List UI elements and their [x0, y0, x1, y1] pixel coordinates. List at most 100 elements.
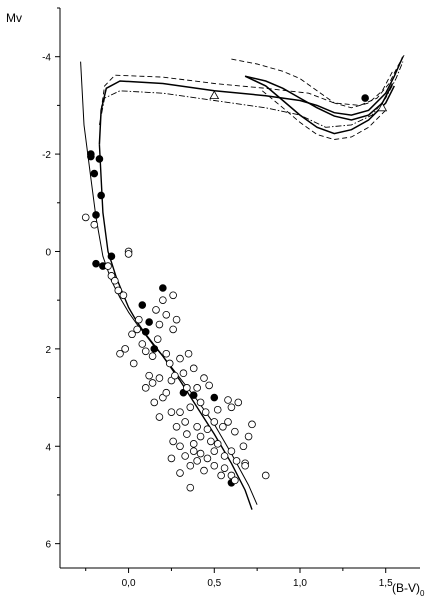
open-circle-point	[167, 454, 176, 463]
open-circle-point	[210, 461, 219, 470]
open-circle-point	[128, 330, 136, 339]
open-circle-point	[210, 447, 219, 455]
open-circle-point	[232, 457, 241, 465]
open-circle-point	[129, 359, 138, 368]
x-tick-label: 1,0	[293, 578, 307, 589]
open-circle-point	[135, 315, 143, 324]
open-triangle-point	[377, 102, 388, 112]
open-circle-point	[141, 384, 150, 392]
y-tick-label: 2	[45, 345, 51, 356]
open-circle-point	[193, 422, 201, 431]
filled-circle-point	[361, 94, 369, 102]
open-circle-point	[186, 403, 195, 412]
open-circle-point	[213, 440, 222, 448]
open-circle-point	[116, 349, 124, 358]
x-axis-label-subscript: 0	[420, 589, 425, 598]
open-circle-point	[244, 432, 253, 441]
open-circle-point	[203, 425, 212, 434]
axes	[55, 7, 420, 573]
y-axis-label: Mv	[6, 11, 22, 25]
open-circle-point	[165, 359, 174, 368]
open-circle-point	[224, 396, 232, 404]
open-circle-point	[111, 276, 119, 285]
open-circle-point	[169, 437, 177, 446]
open-circle-point	[220, 464, 229, 472]
open-triangle-point	[209, 90, 220, 100]
open-circle-point	[231, 427, 239, 436]
open-circle-point	[205, 381, 213, 390]
filled-circle-point	[145, 318, 153, 326]
filled-circle-point	[159, 284, 167, 292]
open-circle-point	[196, 398, 205, 407]
open-circle-point	[196, 449, 205, 458]
open-circle-point	[179, 369, 188, 378]
open-circle-point	[153, 335, 162, 343]
open-circle-point	[176, 408, 184, 416]
open-circle-point	[176, 442, 184, 451]
open-circle-point	[169, 325, 177, 334]
open-circle-point	[121, 345, 129, 353]
open-circle-point	[138, 340, 147, 348]
open-circle-point	[176, 469, 184, 477]
open-circle-point	[189, 364, 198, 373]
open-circle-point	[150, 398, 159, 407]
open-circle-point	[217, 471, 225, 480]
open-circle-point	[148, 379, 157, 387]
x-tick-label: 0,5	[207, 578, 221, 589]
open-circle-point	[213, 405, 222, 414]
isochrone-curves	[80, 54, 405, 510]
y-tick-label: 6	[45, 540, 51, 551]
open-circle-point	[203, 454, 212, 463]
filled-circle-point	[107, 252, 116, 261]
open-circle-point	[181, 452, 189, 460]
data-points	[81, 90, 388, 492]
filled-circle-point	[150, 345, 159, 353]
open-circle-point	[155, 413, 164, 421]
open-circle-point	[133, 325, 141, 334]
open-circle-point	[193, 457, 201, 465]
open-circle-point	[145, 371, 153, 380]
open-circle-point	[186, 461, 195, 470]
x-tick-label: 0,0	[122, 578, 136, 589]
open-circle-point	[261, 471, 270, 480]
open-circle-point	[81, 213, 90, 222]
filled-circle-point	[97, 191, 105, 200]
open-circle-point	[196, 432, 205, 441]
open-circle-point	[200, 374, 208, 382]
open-circle-point	[200, 466, 208, 475]
open-circle-point	[189, 440, 198, 448]
open-circle-point	[124, 250, 133, 258]
open-circle-point	[169, 291, 177, 300]
open-circle-point	[189, 447, 198, 455]
open-circle-point	[183, 430, 191, 438]
open-circle-point	[239, 442, 248, 451]
open-circle-point	[172, 315, 181, 324]
open-circle-point	[210, 418, 219, 426]
open-circle-point	[104, 262, 112, 270]
open-circle-point	[184, 349, 193, 358]
open-circle-point	[181, 418, 189, 426]
isochrone-curve-solid	[98, 56, 404, 145]
open-circle-point	[152, 306, 160, 314]
isochrone-curve-dashed	[231, 58, 393, 109]
open-circle-point	[162, 388, 171, 397]
filled-circle-point	[141, 328, 150, 336]
open-circle-point	[141, 347, 150, 356]
open-circle-point	[183, 384, 191, 392]
open-circle-point	[219, 422, 227, 431]
open-circle-point	[201, 408, 210, 416]
open-circle-point	[227, 403, 236, 412]
filled-circle-point	[92, 259, 100, 268]
filled-circle-point	[210, 393, 219, 402]
isochrone-curve-dashed	[100, 54, 405, 111]
open-circle-point	[155, 374, 164, 382]
open-circle-point	[155, 320, 164, 329]
filled-circle-point	[92, 211, 100, 219]
open-circle-point	[193, 384, 201, 392]
open-circle-point	[162, 349, 171, 358]
isochrone-curve-solid	[80, 61, 258, 505]
open-circle-point	[207, 437, 215, 446]
open-circle-point	[241, 461, 249, 470]
y-tick-label: -4	[42, 53, 51, 64]
